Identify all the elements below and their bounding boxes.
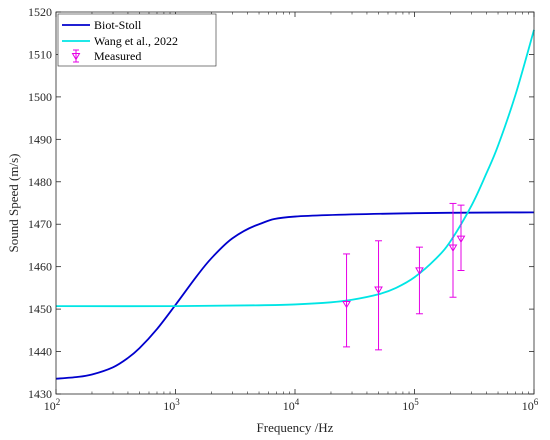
y-tick-label: 1490 — [28, 132, 52, 146]
y-tick-label: 1470 — [28, 217, 52, 231]
measured-point — [342, 253, 351, 348]
y-tick-label: 1510 — [28, 47, 52, 61]
x-tick-label: 106 — [522, 397, 539, 413]
chart-marks — [55, 29, 535, 380]
measured-marker — [415, 267, 424, 275]
y-tick-label: 1520 — [28, 5, 52, 19]
series-line-0 — [55, 211, 535, 380]
y-tick-label: 1450 — [28, 302, 52, 316]
y-tick-label: 1500 — [28, 90, 52, 104]
measured-marker — [456, 235, 466, 244]
legend-label-wang: Wang et al., 2022 — [94, 34, 178, 48]
measured-marker — [342, 300, 351, 309]
measured-marker — [448, 244, 458, 252]
x-axis-label: Frequency /Hz — [257, 420, 334, 435]
measured-marker — [374, 286, 383, 295]
series-line-1 — [55, 29, 535, 308]
legend: Biot-Stoll Wang et al., 2022 Measured — [57, 13, 217, 67]
y-tick-label: 1460 — [28, 260, 52, 274]
measured-point — [415, 246, 424, 315]
x-axis-ticks: 102 103 104 105 106 — [44, 12, 539, 413]
x-tick-label: 104 — [283, 397, 300, 413]
legend-box — [57, 13, 217, 67]
measured-point — [448, 202, 458, 298]
y-tick-label: 1430 — [28, 387, 52, 401]
plot-area — [56, 12, 534, 394]
legend-marker-measured — [71, 49, 81, 63]
y-axis-ticks: 1430 1440 1450 1460 1470 1480 1490 1500 1510 1520 — [28, 5, 534, 401]
measured-point — [374, 240, 383, 351]
y-tick-label: 1480 — [28, 175, 52, 189]
x-tick-label: 102 — [44, 397, 61, 413]
legend-label-biot-stoll: Biot-Stoll — [94, 18, 142, 32]
measured-point — [456, 204, 466, 271]
x-tick-label: 105 — [402, 397, 419, 413]
y-tick-label: 1440 — [28, 345, 52, 359]
x-tick-label: 103 — [163, 397, 180, 413]
y-axis-label: Sound Speed (m/s) — [6, 154, 21, 253]
legend-label-measured: Measured — [94, 49, 141, 63]
